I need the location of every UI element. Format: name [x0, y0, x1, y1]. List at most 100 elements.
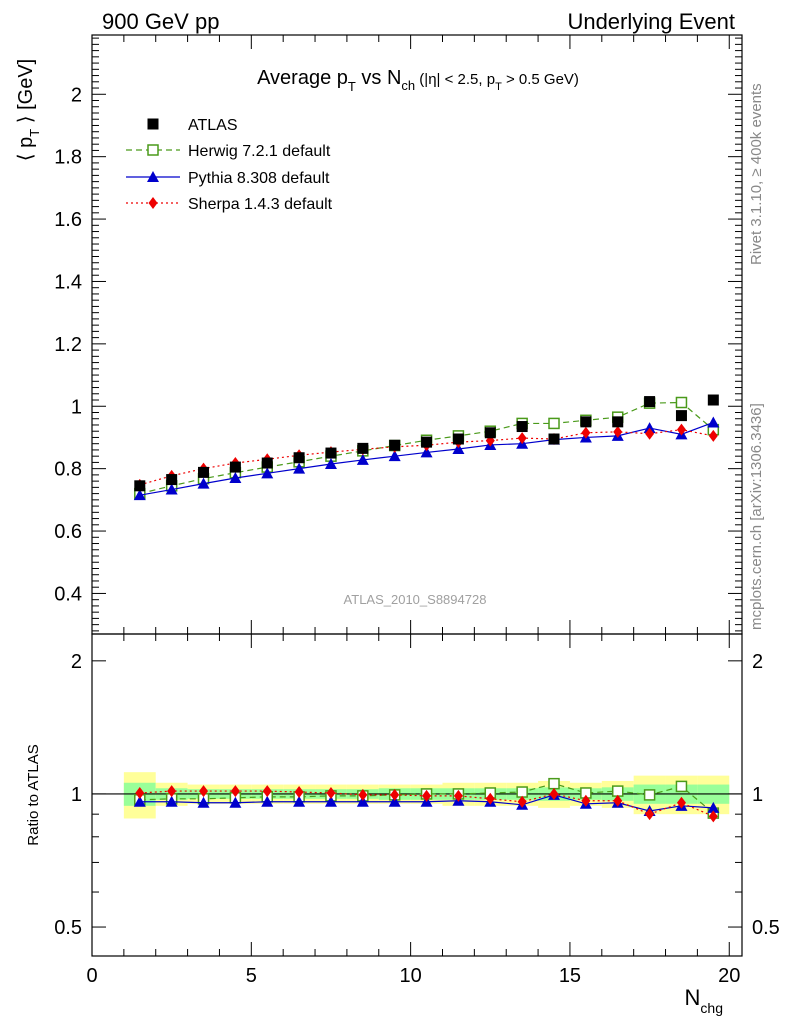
ratio-series-point: [516, 786, 528, 798]
ratio-series-point: [165, 795, 178, 807]
series-point: [581, 426, 591, 439]
xlabel-main: N: [685, 985, 701, 1010]
ratio-tick-label-left: 1: [71, 784, 82, 806]
y-tick-label: 1.8: [54, 147, 82, 169]
ratio-series-point: [643, 789, 656, 801]
y-tick-label: 1: [71, 396, 82, 418]
y-axis-label: ⟨ pT ⟩ [GeV]: [15, 59, 42, 162]
data-point: [580, 416, 592, 428]
ratio-series-point: [422, 789, 432, 802]
series-point: [548, 417, 560, 430]
series-point: [388, 450, 401, 462]
data-point: [612, 416, 624, 428]
tick-labels: 0 5 10 15 20 0.4 0.6 0.8 1 1.2 1.4 1.6 1.8 2 0.5 0.5 1 1 2…: [54, 84, 780, 987]
ratio-series-point: [388, 795, 401, 807]
chart-title: Average pT vs Nch (|η| < 2.5, pT > 0.5 G…: [257, 67, 579, 94]
axis-ticks: [91, 35, 742, 956]
y-tick-label: 0.8: [54, 459, 82, 481]
series-point: [676, 423, 686, 436]
data-point: [166, 474, 178, 486]
series-point: [324, 457, 337, 469]
title-vs-sub: ch: [401, 78, 415, 93]
ratio-series-point: [262, 785, 272, 798]
series-point: [707, 416, 720, 428]
series-point: [293, 462, 306, 474]
title-vs: vs N: [356, 67, 402, 89]
legend-label: Sherpa 1.4.3 default: [188, 196, 333, 213]
x-tick-label: 20: [718, 965, 740, 987]
data-point: [293, 452, 305, 464]
title-main: Average p: [257, 67, 348, 89]
ratio-tick-label-left: 2: [71, 651, 82, 673]
data-point: [548, 433, 560, 445]
ratio-series-point: [676, 796, 686, 809]
ratio-series-point: [549, 787, 559, 800]
series-point: [517, 432, 527, 445]
ratio-series-point: [324, 795, 337, 807]
data-point: [707, 394, 719, 406]
data-point: [452, 433, 464, 445]
series-point: [645, 427, 655, 440]
data-point: [357, 442, 369, 454]
y-tick-label: 0.4: [54, 583, 82, 605]
ratio-series-point: [197, 796, 210, 808]
legend-marker: [147, 118, 159, 130]
ratio-series-point: [675, 780, 688, 793]
ylabel-sub: T: [27, 129, 42, 137]
y-tick-label: 1.4: [54, 271, 82, 293]
ratio-series-point: [133, 795, 146, 807]
data-point: [325, 447, 337, 459]
title-cut-sub: T: [495, 81, 502, 93]
data-point: [516, 421, 528, 433]
legend-marker: [148, 197, 158, 209]
ratio-series-point: [294, 786, 304, 799]
y-tick-label: 1.6: [54, 209, 82, 231]
ratio-series-layer: [133, 777, 720, 823]
legend-marker: [147, 144, 159, 156]
data-point: [675, 410, 687, 422]
data-point: [484, 427, 496, 439]
ratio-series-point: [326, 786, 336, 799]
ratio-series-point: [199, 785, 209, 798]
ratio-series-point: [548, 777, 560, 790]
series-point: [356, 453, 369, 465]
ratio-series-point: [356, 795, 369, 807]
data-point: [229, 461, 241, 473]
title-cut-close: > 0.5 GeV): [502, 71, 579, 88]
series-point: [643, 422, 656, 434]
series-point: [613, 425, 623, 438]
ratio-tick-label-right: 0.5: [752, 917, 780, 939]
ratio-series-point: [135, 786, 145, 799]
ylabel-close: ⟩ [GeV]: [15, 59, 37, 129]
ratio-series-point: [708, 810, 718, 823]
ratio-series-point: [485, 792, 495, 805]
series-point: [675, 396, 688, 409]
series-point: [261, 467, 274, 479]
legend-label: Herwig 7.2.1 default: [188, 143, 331, 160]
series-point: [197, 477, 210, 489]
ratio-series-point: [261, 795, 274, 807]
ratio-tick-label-right: 2: [752, 651, 763, 673]
title-main-sub: T: [348, 79, 356, 94]
data-point: [261, 457, 273, 469]
main-series-layer: [133, 394, 720, 501]
x-tick-label: 0: [86, 965, 97, 987]
ratio-series-point: [707, 801, 720, 813]
legend-label: Pythia 8.308 default: [188, 170, 330, 187]
ratio-series-point: [613, 794, 623, 807]
ratio-series-point: [645, 808, 655, 821]
xlabel-sub: chg: [700, 1000, 723, 1016]
title-cut-open: (|η| < 2.5, p: [415, 71, 495, 88]
legend-marker: [147, 171, 159, 182]
ratio-series-point: [517, 795, 527, 808]
ratio-series-point: [611, 785, 624, 797]
ratio-tick-label-left: 0.5: [54, 917, 82, 939]
ylabel-open: ⟨ p: [15, 137, 37, 161]
series-point: [452, 442, 465, 454]
series-point: [165, 483, 178, 495]
ratio-tick-label-right: 1: [752, 784, 763, 806]
ratio-series-point: [293, 795, 306, 807]
ratio-panel-frame: [91, 633, 743, 957]
x-tick-label: 5: [246, 965, 257, 987]
